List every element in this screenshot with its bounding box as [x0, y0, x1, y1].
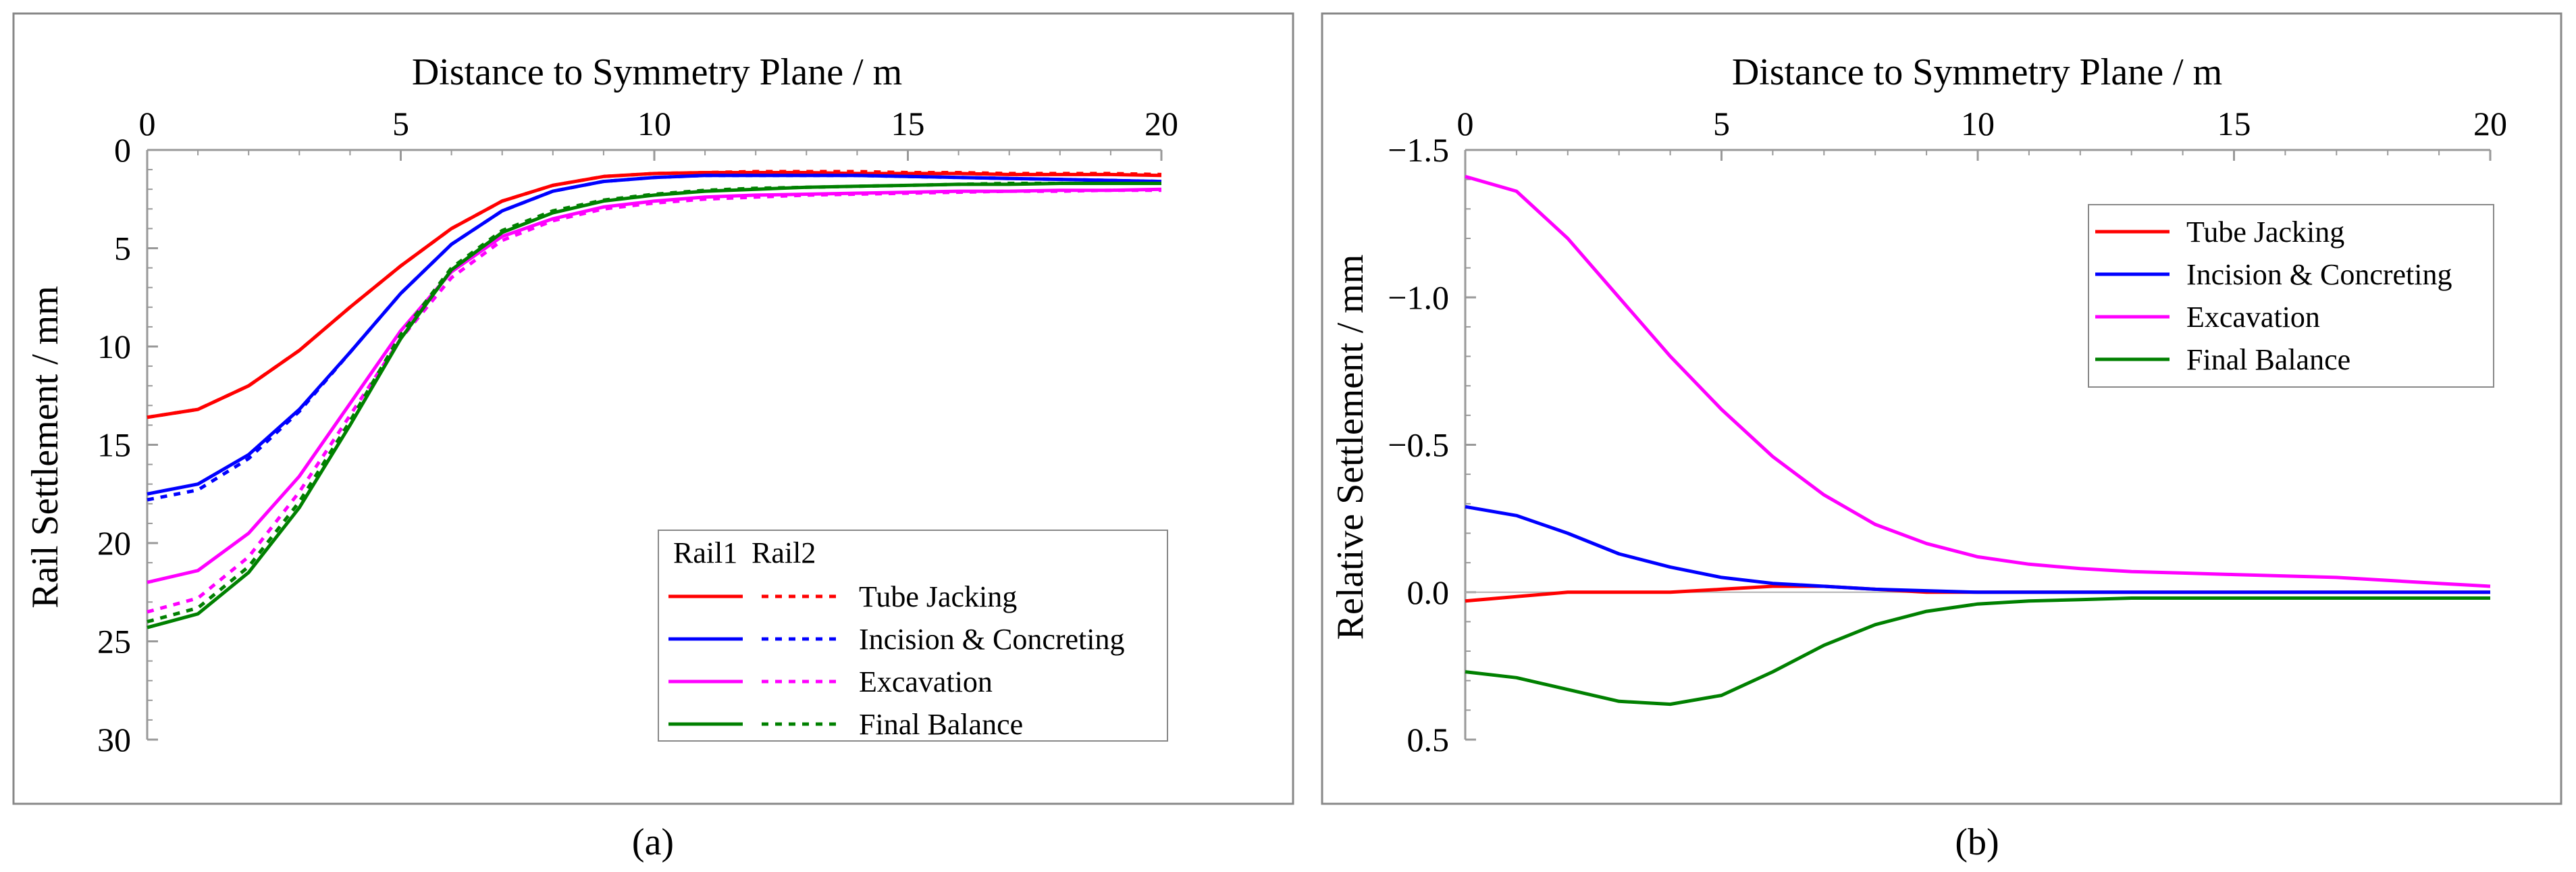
panel-b-ticks: 0 5 10 15 20 −1.5 −1.0 −0.5 0.0 0.5 — [1388, 105, 2507, 759]
series-line-3 — [147, 174, 1162, 502]
legend-label: Final Balance — [859, 708, 1023, 741]
panel-a-xlabel: Distance to Symmetry Plane / m — [412, 51, 902, 93]
chart-panel-a: Distance to Symmetry Plane / m Rail Sett… — [12, 12, 1294, 805]
x-tick-label: 5 — [1713, 105, 1730, 143]
series-line-2 — [1465, 174, 2491, 588]
x-tick-label: 15 — [891, 105, 925, 143]
panel-b-legend: Tube Jacking Incision & Concreting Excavat… — [2088, 204, 2494, 388]
panel-b-series — [1465, 174, 2491, 707]
y-tick-label: −0.5 — [1388, 426, 1449, 464]
legend-header-rail2: Rail2 — [752, 536, 816, 569]
y-tick-label: 0.5 — [1407, 721, 1450, 759]
x-tick-label: 15 — [2217, 105, 2251, 143]
legend-label: Incision & Concreting — [2186, 258, 2452, 291]
x-tick-label: 0 — [1457, 105, 1474, 143]
y-tick-label: 10 — [97, 328, 131, 365]
series-line-3 — [1465, 596, 2490, 707]
chart-panel-b: Distance to Symmetry Plane / m Relative … — [1321, 12, 2562, 805]
panel-a-legend-box — [658, 530, 1168, 742]
y-tick-label: 25 — [97, 623, 131, 661]
panel-a-ticks: 0 5 10 15 20 0 5 10 15 20 25 30 — [97, 105, 1178, 759]
legend-label: Excavation — [859, 665, 993, 698]
panel-b-xlabel: Distance to Symmetry Plane / m — [1732, 51, 2222, 93]
legend-label: Excavation — [2186, 301, 2320, 334]
panel-a-legend: Rail1 Rail2 Tube Jacking Incision & Concr… — [658, 530, 1168, 742]
panel-a-ylabel: Rail Settlement / mm — [24, 286, 66, 609]
panel-b-frame — [1321, 12, 2562, 805]
legend-header-rail1: Rail1 — [673, 536, 737, 569]
panel-a-series — [147, 170, 1162, 630]
series-line-6 — [147, 182, 1161, 630]
y-tick-label: 15 — [97, 426, 131, 464]
series-line-5 — [147, 188, 1161, 614]
panel-b-legend-entries: Tube Jacking Incision & Concreting Excavat… — [2095, 215, 2452, 376]
x-tick-label: 10 — [637, 105, 671, 143]
x-tick-label: 5 — [392, 105, 409, 143]
x-tick-label: 20 — [1145, 105, 1178, 143]
series-line-4 — [147, 187, 1162, 584]
y-tick-label: 30 — [97, 721, 131, 759]
panel-a-legend-entries: Tube Jacking Incision & Concreting Excavat… — [668, 580, 1125, 741]
legend-label: Tube Jacking — [859, 580, 1017, 613]
series-line-1 — [1465, 505, 2490, 594]
legend-label: Tube Jacking — [2186, 215, 2344, 249]
y-tick-label: 0.0 — [1407, 573, 1450, 611]
y-tick-label: −1.5 — [1388, 131, 1449, 169]
y-tick-label: −1.0 — [1388, 278, 1449, 316]
y-tick-label: 5 — [114, 230, 131, 267]
panel-b-ylabel: Relative Settlement / mm — [1330, 255, 1371, 640]
legend-label: Final Balance — [2186, 343, 2350, 376]
y-tick-label: 0 — [114, 131, 131, 169]
series-line-1 — [147, 170, 1162, 419]
caption-b: (b) — [1955, 821, 1999, 863]
x-tick-label: 20 — [2473, 105, 2507, 143]
legend-label: Incision & Concreting — [859, 623, 1125, 656]
y-tick-label: 20 — [97, 524, 131, 562]
x-tick-label: 10 — [1961, 105, 1995, 143]
caption-a: (a) — [632, 821, 674, 863]
series-line-7 — [147, 182, 1161, 623]
panel-b-legend-box — [2088, 204, 2494, 388]
x-tick-label: 0 — [139, 105, 156, 143]
